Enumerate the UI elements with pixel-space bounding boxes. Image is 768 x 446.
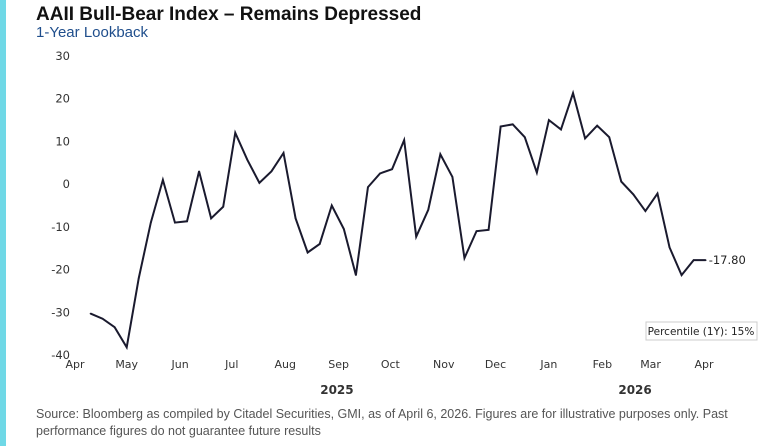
data-point [174, 221, 176, 224]
data-point [222, 205, 225, 208]
y-tick-label: 30 [55, 49, 70, 63]
accent-bar [0, 0, 6, 446]
data-point [137, 277, 140, 279]
y-tick-label: 10 [55, 134, 70, 148]
data-point [367, 186, 369, 188]
data-point [475, 230, 478, 232]
data-point [282, 152, 285, 154]
data-point [668, 246, 671, 249]
x-tick-label: Sep [328, 358, 349, 371]
data-point [499, 125, 502, 128]
data-point [101, 317, 104, 320]
x-tick-label: Mar [640, 358, 661, 371]
data-point [258, 182, 261, 184]
y-tick-label: 0 [63, 177, 70, 191]
data-point [644, 210, 647, 212]
chart-title: AAII Bull-Bear Index – Remains Depressed [36, 4, 422, 25]
data-point [162, 179, 164, 181]
data-point [210, 217, 212, 220]
x-tick-label: Oct [381, 358, 401, 371]
data-point [330, 204, 333, 207]
data-point [415, 235, 418, 238]
x-tick-label: Jan [539, 358, 557, 371]
chart-subtitle: 1-Year Lookback [36, 24, 149, 41]
year-label: 2025 [320, 383, 353, 397]
data-point [150, 221, 152, 224]
data-point [391, 168, 393, 170]
data-point [355, 274, 357, 276]
data-point [113, 326, 116, 329]
last-value-label: -17.80 [709, 253, 746, 267]
data-point [584, 137, 586, 140]
series-line [90, 89, 706, 351]
y-tick-label: -20 [51, 263, 70, 277]
data-point [620, 180, 623, 183]
data-point [680, 274, 683, 276]
x-tick-label: Apr [694, 358, 714, 371]
data-point [403, 139, 405, 141]
data-point [439, 153, 442, 156]
data-point [511, 123, 514, 126]
data-point [548, 119, 550, 121]
x-tick-label: Jun [171, 358, 189, 371]
percentile-annotation: Percentile (1Y): 15% [648, 326, 755, 338]
data-point [246, 158, 249, 161]
data-point [318, 243, 321, 245]
percentile-box [645, 321, 758, 341]
data-point [125, 346, 128, 349]
data-point [270, 170, 273, 173]
data-point [343, 228, 345, 230]
x-tick-label: Dec [485, 358, 506, 371]
data-point [198, 170, 200, 173]
data-point [487, 229, 490, 231]
data-point [608, 136, 611, 138]
y-tick-label: 20 [55, 92, 70, 106]
year-label: 2026 [618, 383, 651, 397]
x-tick-label: Apr [65, 358, 85, 371]
data-point [294, 217, 297, 220]
data-point [523, 136, 526, 138]
data-point [427, 208, 430, 211]
y-tick-label: -40 [51, 348, 70, 362]
x-tick-label: Feb [593, 358, 612, 371]
x-tick-label: Nov [433, 358, 455, 371]
source-note: Source: Bloomberg as compiled by Citadel… [36, 407, 728, 438]
data-point [186, 220, 188, 223]
data-point [656, 192, 659, 195]
data-point [379, 172, 381, 175]
data-point [596, 124, 598, 127]
data-point [572, 92, 574, 94]
data-point [560, 128, 562, 131]
data-point [451, 176, 454, 178]
x-tick-label: May [115, 358, 138, 371]
data-point [632, 193, 635, 196]
x-tick-label: Jul [224, 358, 238, 371]
y-tick-label: -10 [51, 220, 70, 234]
data-point [89, 312, 92, 315]
data-point [692, 259, 695, 261]
data-point [306, 251, 309, 254]
data-point [234, 132, 237, 134]
data-point [536, 171, 538, 174]
data-point [463, 257, 466, 259]
y-tick-label: -30 [51, 305, 70, 319]
data-point [704, 259, 707, 261]
x-tick-label: Aug [274, 358, 295, 371]
